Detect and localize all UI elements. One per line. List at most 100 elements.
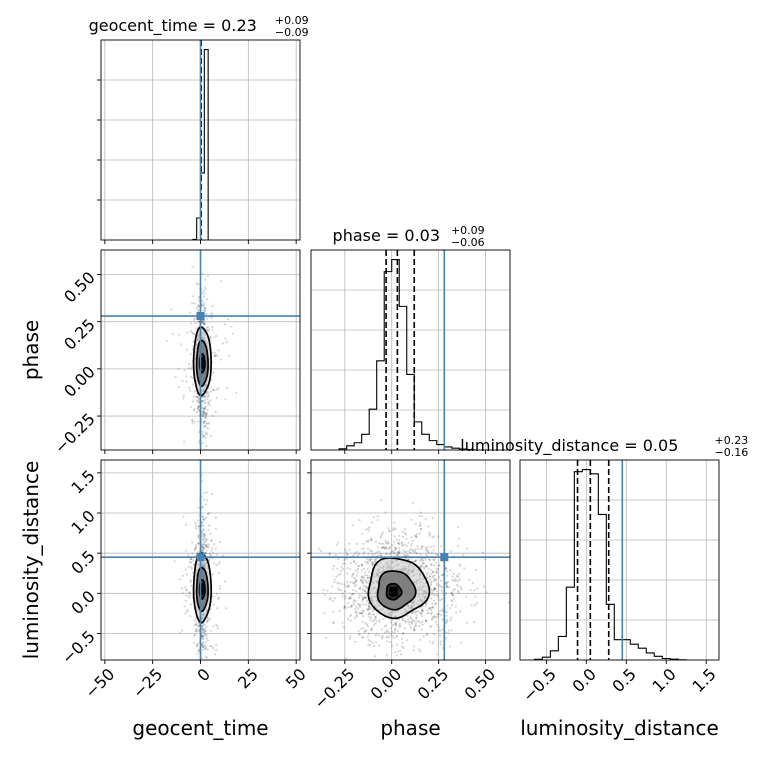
sample-point: [445, 618, 448, 621]
sample-point: [174, 375, 177, 379]
sample-point: [202, 549, 205, 552]
sample-point: [481, 551, 484, 554]
sample-point: [194, 633, 197, 637]
sample-point: [351, 524, 354, 527]
sample-point: [360, 548, 363, 551]
sample-point: [370, 549, 373, 553]
sample-point: [424, 619, 428, 623]
sample-point: [424, 564, 427, 567]
sample-point: [419, 564, 423, 568]
sample-point: [189, 580, 192, 584]
sample-point: [367, 604, 370, 608]
sample-point: [358, 611, 362, 614]
sample-point: [439, 629, 442, 632]
sample-point: [195, 544, 198, 547]
sample-point: [341, 595, 344, 598]
sample-point: [197, 407, 200, 410]
sample-point: [447, 629, 450, 632]
sample-point: [355, 580, 358, 583]
sample-point: [197, 441, 200, 444]
sample-point: [359, 578, 362, 581]
sample-point: [432, 588, 435, 592]
sample-point: [437, 596, 440, 599]
sample-point: [191, 541, 194, 544]
sample-point: [213, 562, 216, 565]
sample-point: [184, 568, 187, 571]
sample-point: [416, 532, 419, 535]
sample-point: [454, 579, 458, 582]
panel-border: [519, 459, 720, 661]
sample-point: [331, 599, 334, 603]
contour-line: [192, 326, 212, 397]
sample-point: [446, 619, 449, 623]
sample-point: [427, 567, 430, 570]
sample-point: [346, 581, 349, 584]
sample-point: [205, 422, 208, 425]
sample-point: [207, 401, 210, 404]
sample-point: [336, 581, 339, 585]
sample-point: [367, 540, 370, 544]
sample-point: [184, 599, 188, 602]
sample-point: [362, 609, 365, 612]
sample-point: [412, 549, 415, 552]
sample-point: [200, 400, 203, 403]
sample-point: [354, 599, 357, 603]
sample-point: [413, 550, 417, 553]
sample-point: [205, 411, 208, 414]
sample-point: [423, 566, 426, 569]
sample-point: [427, 545, 430, 549]
sample-point: [366, 574, 369, 577]
sample-point: [203, 533, 206, 536]
sample-point: [377, 554, 380, 557]
sample-point: [203, 292, 206, 295]
sample-point: [206, 409, 209, 412]
sample-point: [201, 414, 204, 418]
sample-point: [196, 624, 199, 628]
sample-point: [204, 551, 208, 555]
sample-point: [201, 628, 205, 631]
sample-point: [213, 354, 216, 357]
sample-point: [367, 558, 370, 561]
sample-point: [414, 621, 417, 624]
sample-point: [207, 391, 210, 394]
sample-point: [381, 531, 385, 534]
sample-point: [206, 298, 209, 301]
sample-point: [353, 582, 356, 586]
sample-point: [189, 311, 192, 314]
sample-point: [414, 559, 417, 562]
sample-point: [383, 547, 386, 550]
sample-point: [215, 396, 218, 399]
sample-point: [450, 591, 453, 594]
sample-point: [206, 329, 209, 332]
sample-point: [386, 540, 390, 544]
sample-point: [203, 395, 206, 398]
sample-point: [421, 608, 424, 612]
sample-point: [435, 582, 438, 585]
sample-point: [371, 560, 374, 564]
sample-point: [184, 612, 187, 615]
sample-point: [201, 515, 204, 518]
sample-point: [331, 585, 334, 588]
sample-point: [389, 641, 392, 644]
sample-point: [202, 399, 205, 402]
sample-point: [445, 621, 448, 624]
sample-point: [206, 328, 209, 331]
sample-point: [474, 595, 477, 598]
sample-point: [375, 558, 378, 561]
sample-point: [360, 612, 363, 615]
sample-point: [202, 629, 205, 632]
sample-point: [441, 618, 444, 621]
sample-point: [349, 619, 352, 623]
sample-point: [412, 550, 415, 553]
sample-point: [358, 604, 361, 607]
sample-point: [337, 587, 340, 590]
sample-point: [208, 422, 211, 425]
sample-point: [221, 342, 225, 345]
sample-point: [445, 566, 448, 569]
sample-point: [453, 577, 456, 580]
title-plus: +0.09: [275, 14, 309, 27]
sample-point: [205, 444, 208, 447]
sample-point: [202, 637, 205, 640]
sample-point: [436, 590, 439, 593]
sample-point: [204, 395, 208, 398]
